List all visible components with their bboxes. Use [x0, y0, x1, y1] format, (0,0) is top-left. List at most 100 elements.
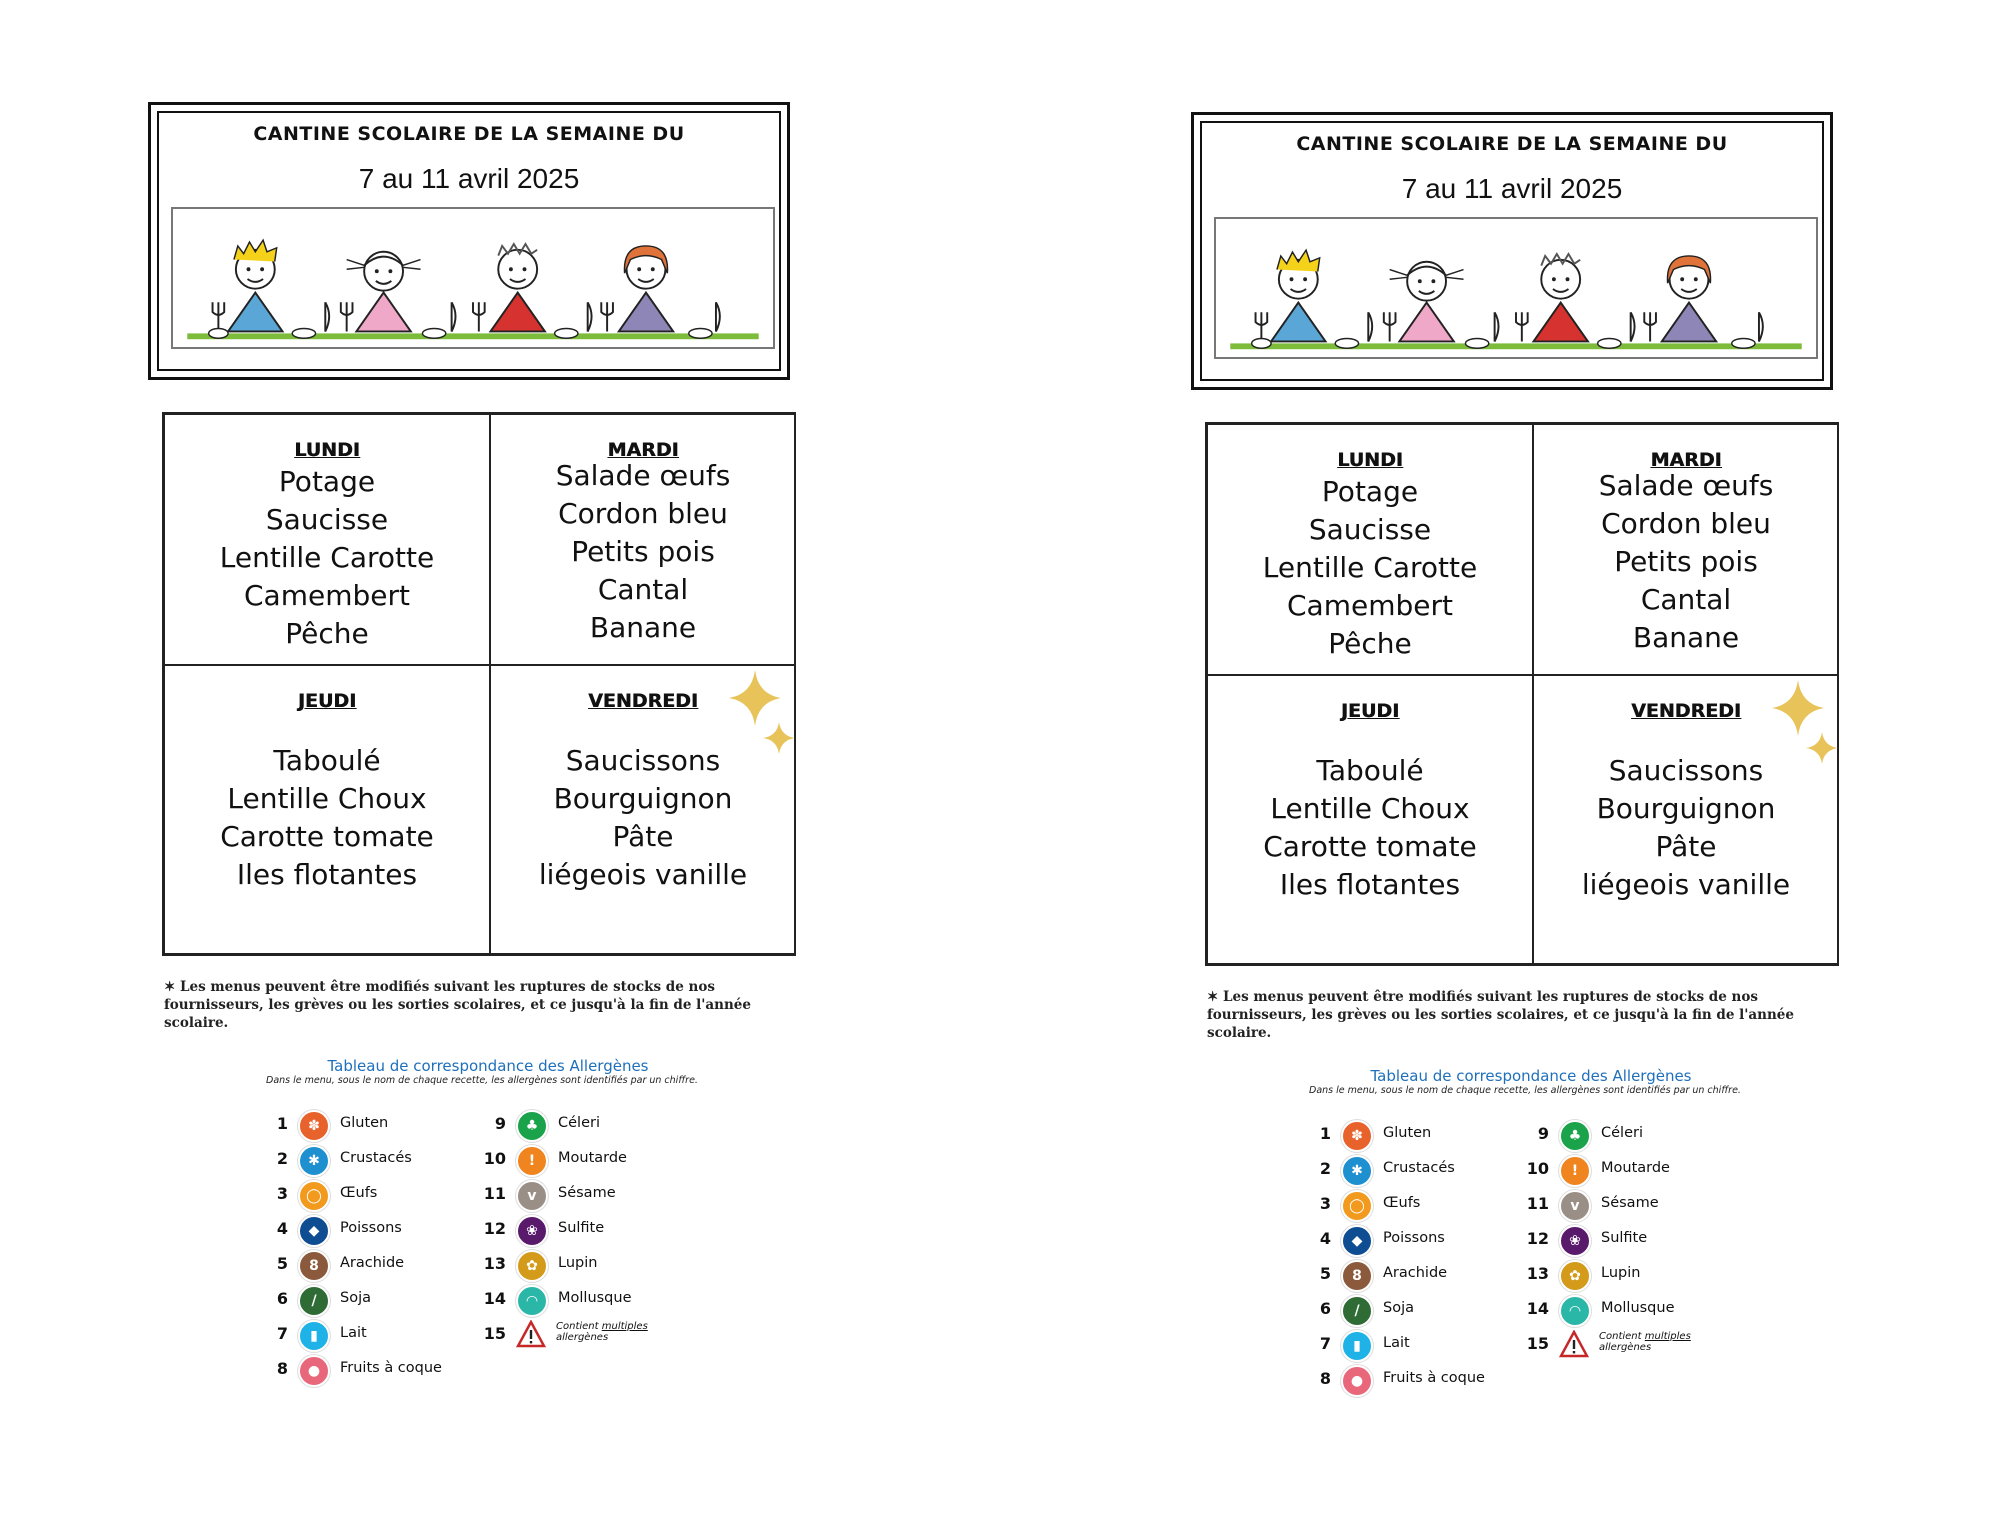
- allergen-label: Poissons: [1383, 1230, 1445, 1246]
- child-1-figure: [226, 238, 285, 333]
- allergen-number: 11: [483, 1184, 506, 1203]
- milk-icon: ▮: [298, 1320, 330, 1352]
- allergen-number: 10: [1526, 1159, 1549, 1178]
- allergen-number: 6: [276, 1289, 288, 1308]
- lupin-icon: ✿: [516, 1250, 548, 1282]
- dish-item: Saucissons: [565, 744, 721, 777]
- dish-item: liégeois vanille: [538, 858, 748, 891]
- child-2-figure: [346, 250, 421, 333]
- allergen-number: 5: [1319, 1264, 1331, 1283]
- allergen-number: 3: [276, 1184, 288, 1203]
- allergen-number: 4: [1319, 1229, 1331, 1248]
- allergen-number: 6: [1319, 1299, 1331, 1318]
- allergen-label: Arachide: [340, 1255, 405, 1271]
- allergen-number: 14: [1526, 1299, 1549, 1318]
- day-label-mardi: MARDI: [607, 439, 679, 461]
- allergen-label: Fruits à coque: [340, 1360, 442, 1376]
- allergen-label: Mollusque: [558, 1290, 632, 1306]
- dish-item: Lentille Carotte: [1262, 551, 1478, 584]
- allergen-label: Gluten: [1383, 1125, 1432, 1141]
- cell-mardi: MARDI Salade œufs Cordon bleu Petits poi…: [490, 414, 796, 665]
- dish-list-lundi: Potage Saucisse Lentille Carotte Camembe…: [165, 463, 489, 653]
- dish-item: Saucisse: [1308, 513, 1432, 546]
- header-inner-border: CANTINE SCOLAIRE DE LA SEMAINE DU 7 au 1…: [1200, 121, 1824, 381]
- child-1-figure: [1269, 248, 1328, 343]
- allergen-label: Lupin: [558, 1255, 598, 1271]
- dish-item: Camembert: [244, 579, 410, 612]
- multi-underlined: multiples: [601, 1321, 648, 1332]
- children-at-table-illustration: [171, 207, 775, 349]
- weekly-menu-grid: LUNDI Potage Saucisse Lentille Carotte C…: [162, 412, 796, 956]
- dish-item: Taboulé: [1316, 754, 1424, 787]
- dish-item: Saucissons: [1608, 754, 1764, 787]
- header-inner-border: CANTINE SCOLAIRE DE LA SEMAINE DU 7 au 1…: [157, 111, 781, 371]
- soy-icon: /: [1341, 1295, 1373, 1327]
- allergen-number: 15: [483, 1324, 506, 1343]
- allergen-label: Sulfite: [558, 1220, 605, 1236]
- allergen-label: Sulfite: [1601, 1230, 1648, 1246]
- dish-item: Cantal: [597, 573, 689, 606]
- allergen-label: Lupin: [1601, 1265, 1641, 1281]
- allergen-number: 10: [483, 1149, 506, 1168]
- dish-item: Iles flotantes: [1279, 868, 1461, 901]
- cell-lundi: LUNDI Potage Saucisse Lentille Carotte C…: [1207, 424, 1533, 675]
- shell-icon: ◠: [1559, 1295, 1591, 1327]
- dish-item: Potage: [278, 465, 376, 498]
- children-at-table-illustration: [1214, 217, 1818, 359]
- day-label-lundi: LUNDI: [1337, 449, 1403, 471]
- dish-item: Cordon bleu: [558, 497, 728, 530]
- allergen-number: 9: [494, 1114, 506, 1133]
- allergen-label: Gluten: [340, 1115, 389, 1131]
- allergen-label: Soja: [1383, 1300, 1414, 1316]
- allergen-number: 2: [276, 1149, 288, 1168]
- nut-icon: ●: [1341, 1365, 1373, 1397]
- dish-item: Lentille Choux: [227, 782, 427, 815]
- dish-item: Cantal: [1640, 583, 1732, 616]
- soy-icon: /: [298, 1285, 330, 1317]
- dish-list-vendredi: Saucissons Bourguignon Pâte liégeois van…: [1534, 752, 1838, 904]
- menu-change-note: ✶ Les menus peuvent être modifiés suivan…: [1207, 989, 1794, 1041]
- dish-item: Saucisse: [265, 503, 389, 536]
- header-dates: 7 au 11 avril 2025: [1401, 173, 1623, 204]
- dish-item: Banane: [589, 611, 697, 644]
- allergen-number: 12: [483, 1219, 506, 1238]
- multi-post: allergènes: [556, 1332, 609, 1343]
- dish-item: Pâte: [612, 820, 674, 853]
- allergen-label: Moutarde: [558, 1150, 627, 1166]
- allergen-number: 8: [276, 1359, 288, 1378]
- dish-list-mardi: Salade œufs Cordon bleu Petits pois Cant…: [491, 457, 795, 647]
- day-label-vendredi: VENDREDI: [1631, 700, 1741, 722]
- multi-post: allergènes: [1599, 1342, 1652, 1353]
- multi-pre: Contient: [556, 1321, 602, 1332]
- cell-vendredi: VENDREDI Saucissons Bourguignon Pâte lié…: [1533, 675, 1839, 964]
- dish-item: Camembert: [1287, 589, 1453, 622]
- dish-list-lundi: Potage Saucisse Lentille Carotte Camembe…: [1208, 473, 1532, 663]
- sesame-icon: v: [1559, 1190, 1591, 1222]
- dish-item: liégeois vanille: [1581, 868, 1791, 901]
- multi-underlined: multiples: [1644, 1331, 1691, 1342]
- allergen-label: Crustacés: [340, 1150, 412, 1166]
- mustard-icon: !: [516, 1145, 548, 1177]
- warning-triangle-icon: [516, 1320, 546, 1348]
- day-label-jeudi: JEUDI: [297, 690, 357, 712]
- header-dates: 7 au 11 avril 2025: [358, 163, 580, 194]
- plates: [207, 327, 713, 339]
- cell-jeudi: JEUDI Taboulé Lentille Choux Carotte tom…: [1207, 675, 1533, 964]
- allergen-number: 7: [276, 1324, 288, 1343]
- header-box: CANTINE SCOLAIRE DE LA SEMAINE DU 7 au 1…: [148, 102, 790, 380]
- dish-list-jeudi: Taboulé Lentille Choux Carotte tomate Il…: [1208, 752, 1532, 904]
- crab-icon: ✱: [298, 1145, 330, 1177]
- child-4-figure: [616, 245, 676, 333]
- allergen-number: 13: [1526, 1264, 1549, 1283]
- multi-pre: Contient: [1599, 1331, 1645, 1342]
- warning-triangle-icon: [1559, 1330, 1589, 1358]
- sparkle-icon: [729, 670, 795, 754]
- allergen-label: Œufs: [1383, 1195, 1421, 1211]
- allergen-number: 1: [276, 1114, 288, 1133]
- allergen-label: Lait: [1383, 1335, 1410, 1351]
- dish-item: Lentille Carotte: [219, 541, 435, 574]
- allergen-number: 9: [1537, 1124, 1549, 1143]
- sulfite-icon: ❀: [516, 1215, 548, 1247]
- allergen-number: 15: [1526, 1334, 1549, 1353]
- dish-item: Bourguignon: [553, 782, 733, 815]
